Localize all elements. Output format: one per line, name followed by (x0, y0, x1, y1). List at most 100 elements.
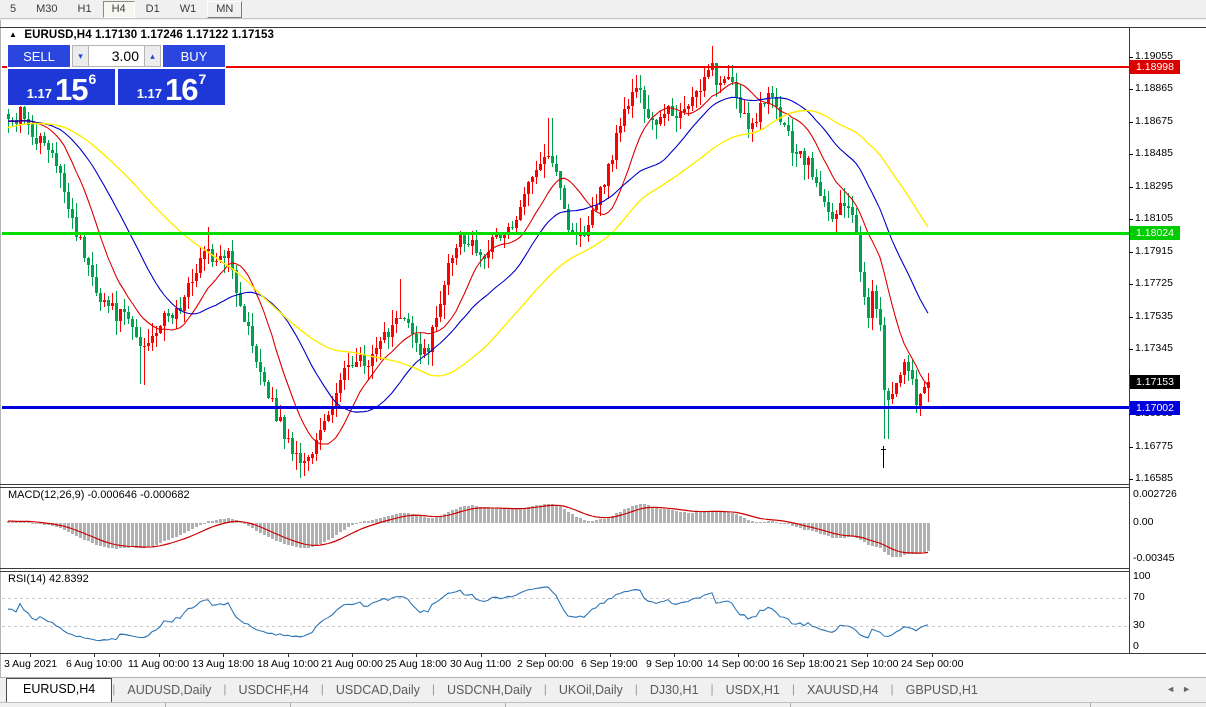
trade-controls-row: SELL ▾ 3.00 ▴ BUY (8, 45, 225, 67)
status-strip-separator (505, 703, 506, 707)
timeframe-toolbar: 5 M30 H1 H4 D1 W1 MN (0, 0, 1206, 19)
time-axis-label: 9 Sep 10:00 (646, 658, 703, 670)
rsi-label: RSI(14) 42.8392 (8, 573, 89, 585)
price-tick-label: 1.18865 (1135, 82, 1173, 94)
time-tick-mark (738, 653, 739, 657)
price-tick-label: 1.17535 (1135, 310, 1173, 322)
chart-ohlc-label: 1.17130 1.17246 1.17122 1.17153 (94, 29, 274, 41)
time-tick-mark (803, 653, 804, 657)
chart-tab-usdcad-daily[interactable]: USDCAD,Daily (335, 683, 420, 697)
tab-scroll-arrows[interactable]: ◄► (1166, 684, 1198, 694)
rsi-axis-label: 100 (1133, 570, 1151, 582)
volume-decrease-button[interactable]: ▾ (72, 45, 89, 67)
rsi-panel-canvas[interactable] (2, 572, 1130, 653)
timeframe-button-5[interactable]: 5 (10, 2, 17, 15)
chart-tab-dj30-h1[interactable]: DJ30,H1 (649, 683, 699, 697)
rsi-axis-label: 0 (1133, 640, 1139, 652)
price-tick-mark (1129, 89, 1133, 90)
price-tick-mark (1129, 57, 1133, 58)
chart-tab-xauusd-h4[interactable]: XAUUSD,H4 (806, 683, 879, 697)
price-tick-label: 1.17725 (1135, 277, 1173, 289)
time-tick-mark (674, 653, 675, 657)
sell-button[interactable]: SELL (8, 45, 70, 67)
rsi-axis-label: 70 (1133, 591, 1145, 603)
buy-button[interactable]: BUY (163, 45, 225, 67)
chart-tab-usdx-h1[interactable]: USDX,H1 (725, 683, 780, 697)
timeframe-button-d1[interactable]: D1 (145, 2, 160, 15)
volume-stepper: ▾ 3.00 ▴ (72, 45, 161, 67)
price-tick-mark (1129, 317, 1133, 318)
tab-separator: | (710, 682, 714, 696)
price-line-badge: 1.18024 (1130, 226, 1180, 240)
time-axis-label: 30 Aug 11:00 (450, 658, 512, 670)
time-tick-mark (610, 653, 611, 657)
volume-input[interactable]: 3.00 (89, 45, 144, 67)
time-tick-mark (94, 653, 95, 657)
timeframe-button-h4[interactable]: H4 (102, 0, 135, 18)
time-axis-label: 18 Aug 10:00 (257, 658, 319, 670)
ask-prefix: 1.17 (136, 86, 163, 101)
time-tick-mark (932, 653, 933, 657)
price-tick-mark (1129, 479, 1133, 480)
time-axis-label: 21 Aug 00:00 (321, 658, 383, 670)
chevron-up-icon: ▴ (150, 50, 155, 61)
time-axis-label: 21 Sep 10:00 (836, 658, 899, 670)
timeframe-button-m30[interactable]: M30 (36, 2, 58, 15)
timeframe-button-mn[interactable]: MN (207, 0, 243, 18)
volume-increase-button[interactable]: ▴ (144, 45, 161, 67)
collapse-triangle-icon[interactable]: ▲ (9, 30, 18, 39)
scroll-left-icon[interactable]: ◄ (1166, 684, 1183, 694)
tab-separator: | (112, 682, 116, 696)
chart-symbol-label: EURUSD,H4 (24, 29, 92, 41)
bid-price-box[interactable]: 1.17 15 6 (8, 69, 115, 105)
main-panel-bottom-border (0, 484, 1130, 485)
chart-top-border (0, 27, 1206, 28)
tab-separator: | (791, 682, 795, 696)
macd-axis-label: 0.00 (1133, 516, 1154, 528)
status-strip-separator (165, 703, 166, 707)
time-tick-mark (159, 653, 160, 657)
ask-big-digits: 16 (165, 72, 198, 107)
tab-separator: | (431, 682, 435, 696)
chart-tab-bar: EURUSD,H4 | AUDUSD,Daily | USDCHF,H4 | USDCAD,… (0, 677, 1206, 702)
chart-tab-audusd-daily[interactable]: AUDUSD,Daily (127, 683, 212, 697)
price-tick-label: 1.18295 (1135, 180, 1173, 192)
chart-tab-usdcnh-daily[interactable]: USDCNH,Daily (447, 683, 532, 697)
price-tick-label: 1.16775 (1135, 440, 1173, 452)
time-axis-label: 6 Sep 19:00 (581, 658, 638, 670)
price-tick-label: 1.17345 (1135, 342, 1173, 354)
price-tick-label: 1.19055 (1135, 50, 1173, 62)
chart-tab-gbpusd-h1[interactable]: GBPUSD,H1 (905, 683, 978, 697)
time-axis-label: 6 Aug 10:00 (66, 658, 123, 670)
price-tick-mark (1129, 349, 1133, 350)
scroll-right-icon[interactable]: ► (1182, 684, 1198, 694)
price-tick-mark (1129, 284, 1133, 285)
macd-panel-canvas[interactable] (2, 488, 1130, 568)
price-tick-mark (1129, 154, 1133, 155)
ask-pip-digit: 7 (198, 71, 207, 87)
ask-price-box[interactable]: 1.17 16 7 (118, 69, 225, 105)
timeframe-button-h1[interactable]: H1 (77, 2, 92, 15)
price-tick-label: 1.18485 (1135, 147, 1173, 159)
price-tick-label: 1.18675 (1135, 115, 1173, 127)
timeframe-button-w1[interactable]: W1 (179, 2, 197, 15)
one-click-trading-panel: SELL ▾ 3.00 ▴ BUY 1.17 15 6 1.17 16 7 (7, 44, 226, 106)
last-price-badge: 1.17153 (1130, 375, 1180, 389)
tab-separator: | (890, 682, 894, 696)
bid-big-digits: 15 (55, 72, 88, 107)
rsi-panel-bottom-border (0, 653, 1206, 654)
chart-tab-usdchf-h4[interactable]: USDCHF,H4 (238, 683, 309, 697)
bid-pip-digit: 6 (88, 71, 97, 87)
chart-tab-eurusd-h4[interactable]: EURUSD,H4 (6, 678, 113, 702)
price-tick-mark (1129, 252, 1133, 253)
chart-tab-ukoil-daily[interactable]: UKOil,Daily (558, 683, 623, 697)
macd-panel-bottom-border (0, 568, 1130, 569)
macd-panel-top-border (0, 487, 1130, 488)
tab-separator: | (634, 682, 638, 696)
bid-prefix: 1.17 (26, 86, 53, 101)
tab-separator: | (320, 682, 324, 696)
time-tick-mark (288, 653, 289, 657)
chart-window (0, 20, 1206, 677)
time-axis-label: 24 Sep 00:00 (901, 658, 964, 670)
